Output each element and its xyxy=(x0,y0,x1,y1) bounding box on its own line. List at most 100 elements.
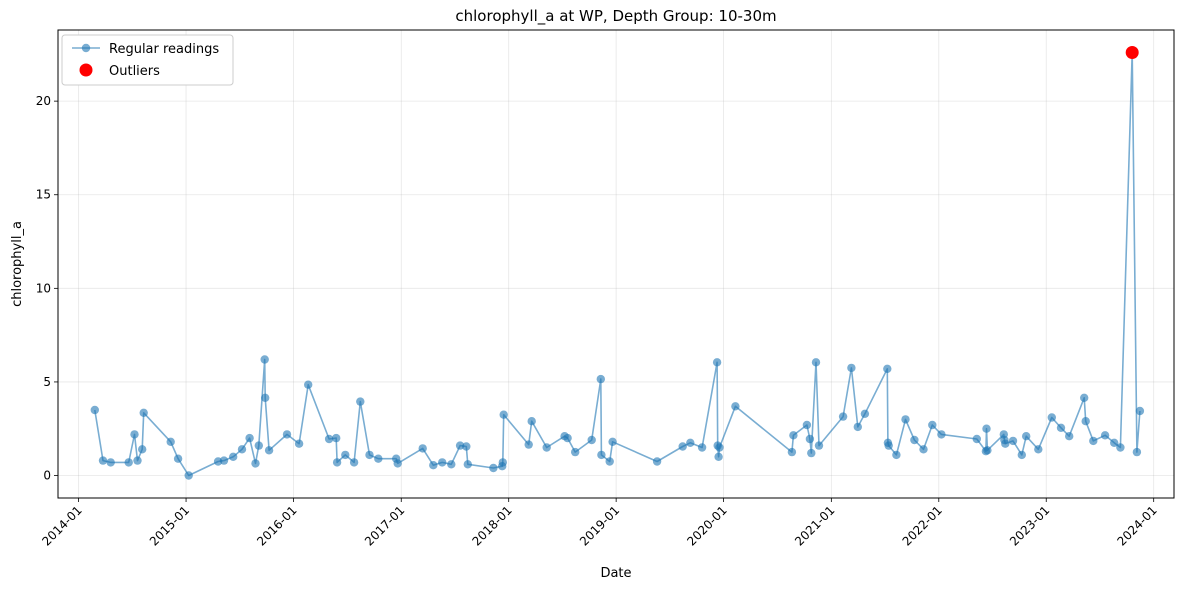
regular-reading-point xyxy=(901,415,910,424)
regular-reading-point xyxy=(124,458,133,467)
regular-reading-point xyxy=(1110,438,1119,447)
regular-reading-point xyxy=(1047,413,1057,422)
regular-reading-point xyxy=(499,410,508,419)
regular-reading-point xyxy=(884,441,893,450)
regular-reading-point xyxy=(982,424,991,433)
regular-reading-point xyxy=(341,450,350,460)
y-axis-title: chlorophyll_a xyxy=(10,221,25,307)
grid xyxy=(58,30,1174,498)
regular-reading-point xyxy=(686,438,695,447)
regular-reading-point xyxy=(1080,393,1089,402)
regular-reading-point xyxy=(130,430,139,439)
regular-reading-point xyxy=(1065,432,1074,441)
regular-reading-point xyxy=(1001,439,1010,448)
regular-reading-point xyxy=(542,443,551,452)
regular-reading-point xyxy=(715,443,724,452)
regular-reading-point xyxy=(853,422,862,432)
regular-reading-point xyxy=(883,364,892,373)
regular-reading-point xyxy=(498,458,507,467)
regular-reading-point xyxy=(332,458,342,467)
regular-reading-point xyxy=(251,459,260,468)
regular-reading-point xyxy=(678,442,687,451)
regular-reading-point xyxy=(787,447,797,457)
regular-reading-point xyxy=(429,461,438,470)
regular-reading-point xyxy=(805,434,815,444)
regular-reading-point xyxy=(937,430,946,439)
regular-reading-point xyxy=(928,420,937,430)
regular-reading-point xyxy=(1034,445,1043,454)
regular-reading-point xyxy=(264,446,274,455)
regular-reading-point xyxy=(1135,406,1145,416)
regular-reading-point xyxy=(173,454,183,463)
regular-reading-point xyxy=(166,437,175,446)
regular-reading-point xyxy=(393,459,402,468)
legend-regular-marker xyxy=(81,43,91,53)
regular-reading-point xyxy=(1089,436,1098,446)
regular-reading-point xyxy=(1132,447,1142,457)
regular-reading-point xyxy=(731,402,740,411)
regular-reading-point xyxy=(608,437,617,446)
regular-reading-point xyxy=(349,458,359,467)
regular-reading-point xyxy=(789,431,798,440)
regular-reading-point xyxy=(90,405,100,415)
regular-reading-point xyxy=(324,434,334,444)
y-tick-label: 15 xyxy=(36,188,51,202)
regular-reading-point xyxy=(304,380,313,389)
regular-reading-point xyxy=(489,463,498,473)
y-tick-label: 5 xyxy=(43,375,51,389)
y-tick-label: 20 xyxy=(36,94,51,108)
regular-reading-point xyxy=(106,458,115,467)
regular-reading-point xyxy=(245,433,254,443)
regular-reading-point xyxy=(605,457,614,466)
legend-outlier-marker xyxy=(79,63,93,77)
regular-reading-point xyxy=(571,447,580,457)
regular-reading-point xyxy=(1100,431,1110,440)
regular-reading-point xyxy=(587,435,596,445)
regular-reading-point xyxy=(892,450,901,460)
regular-reading-point xyxy=(438,458,447,467)
regular-reading-point xyxy=(807,448,816,458)
regular-reading-point xyxy=(1116,443,1125,452)
regular-reading-point xyxy=(596,374,605,384)
outlier-point xyxy=(1125,46,1139,59)
regular-reading-point xyxy=(1017,450,1026,460)
regular-reading-point xyxy=(462,442,471,451)
regular-reading-point xyxy=(524,440,533,449)
regular-reading-point xyxy=(418,444,427,453)
regular-reading-point xyxy=(1081,417,1090,426)
regular-reading-point xyxy=(374,454,383,463)
regular-reading-point xyxy=(972,434,981,444)
y-tick-label: 10 xyxy=(36,281,51,295)
regular-reading-point xyxy=(219,456,229,465)
regular-reading-point xyxy=(282,430,292,439)
regular-reading-point xyxy=(814,441,824,450)
regular-reading-point xyxy=(98,456,108,465)
regular-reading-point xyxy=(811,358,821,367)
legend-regular-label: Regular readings xyxy=(109,42,219,57)
regular-reading-point xyxy=(261,393,270,402)
regular-reading-point xyxy=(1008,436,1018,446)
regular-reading-point xyxy=(847,363,856,373)
regular-reading-point xyxy=(138,445,147,454)
legend-box xyxy=(61,34,234,86)
chart-title: chlorophyll_a at WP, Depth Group: 10-30m xyxy=(455,7,776,26)
regular-reading-point xyxy=(254,441,263,450)
regular-reading-point xyxy=(332,433,341,443)
regular-reading-point xyxy=(447,460,456,469)
regular-reading-point xyxy=(229,452,238,461)
regular-reading-point xyxy=(356,397,365,406)
x-axis-title: Date xyxy=(600,566,631,581)
regular-reading-point xyxy=(697,443,707,452)
regular-reading-point xyxy=(563,433,572,443)
legend: Regular readings Outliers xyxy=(61,34,234,86)
regular-reading-point xyxy=(714,452,723,461)
regular-reading-point xyxy=(455,441,465,450)
regular-reading-point xyxy=(712,358,722,367)
regular-reading-point xyxy=(860,409,870,418)
regular-reading-point xyxy=(802,420,812,430)
regular-reading-point xyxy=(1056,423,1066,432)
regular-reading-point xyxy=(260,355,269,364)
regular-reading-point xyxy=(919,445,928,454)
